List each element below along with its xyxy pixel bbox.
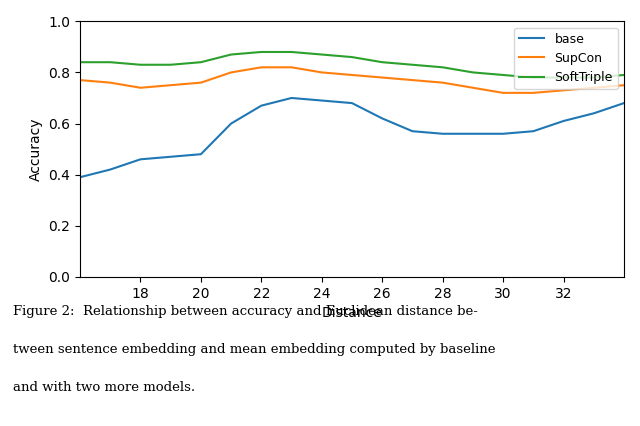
SupCon [257,65,265,70]
SupCon [227,70,235,75]
SupCon [499,90,507,95]
SoftTriple [76,60,84,65]
SoftTriple [560,75,568,80]
base [136,157,144,162]
SupCon [197,80,205,85]
base [257,103,265,108]
SoftTriple [439,65,447,70]
base [288,95,296,101]
SoftTriple [167,62,175,67]
SoftTriple [197,60,205,65]
Line: SupCon: SupCon [80,67,624,93]
SupCon [167,83,175,88]
SupCon [76,78,84,83]
SupCon [529,90,537,95]
X-axis label: Distance: Distance [322,306,382,320]
SoftTriple [499,72,507,78]
SupCon [348,72,356,78]
base [167,154,175,159]
SupCon [136,85,144,90]
base [76,175,84,180]
SupCon [560,88,568,93]
base [348,101,356,106]
SoftTriple [378,60,386,65]
base [408,129,416,134]
SupCon [318,70,326,75]
SupCon [408,78,416,83]
SupCon [106,80,114,85]
Legend: base, SupCon, SoftTriple: base, SupCon, SoftTriple [515,28,618,89]
SupCon [469,85,477,90]
Line: SoftTriple: SoftTriple [80,52,624,78]
SupCon [620,83,628,88]
SupCon [590,85,598,90]
base [318,98,326,103]
base [469,131,477,136]
base [590,111,598,116]
Text: tween sentence embedding and mean embedding computed by baseline: tween sentence embedding and mean embedd… [13,343,495,356]
SoftTriple [318,52,326,57]
SupCon [439,80,447,85]
SupCon [288,65,296,70]
SoftTriple [348,55,356,60]
SoftTriple [227,52,235,57]
SoftTriple [257,49,265,55]
Y-axis label: Accuracy: Accuracy [29,117,43,181]
Text: and with two more models.: and with two more models. [13,381,195,394]
SoftTriple [288,49,296,55]
Line: base: base [80,98,624,177]
base [529,129,537,134]
base [106,167,114,172]
SoftTriple [408,62,416,67]
base [620,101,628,106]
SoftTriple [469,70,477,75]
base [197,152,205,157]
Text: Figure 2:  Relationship between accuracy and Euclidean distance be-: Figure 2: Relationship between accuracy … [13,305,477,318]
SoftTriple [590,75,598,80]
base [378,116,386,121]
base [439,131,447,136]
SoftTriple [106,60,114,65]
base [499,131,507,136]
SoftTriple [136,62,144,67]
SoftTriple [620,72,628,78]
SoftTriple [529,75,537,80]
SupCon [378,75,386,80]
base [560,118,568,124]
base [227,121,235,126]
